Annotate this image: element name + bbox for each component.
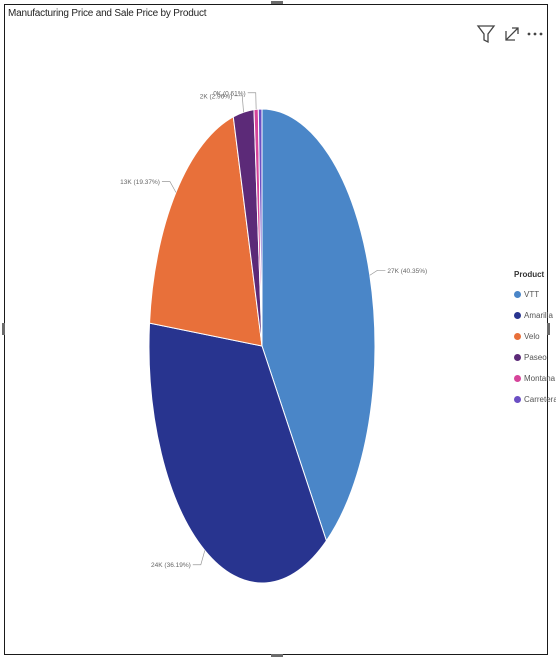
- leader-line-velo: [161, 181, 177, 193]
- legend: Product VTT Amarilla Velo Paseo Montana Carre…: [514, 270, 556, 410]
- legend-item-vtt[interactable]: VTT: [514, 284, 556, 305]
- legend-item-carretera[interactable]: Carretera: [514, 389, 556, 410]
- legend-label: Montana: [524, 374, 556, 383]
- visual-frame: Manufacturing Price and Sale Price by Pr…: [4, 4, 556, 655]
- data-label-montana: 0K (0.61%): [213, 90, 246, 97]
- pie-chart: 27K (40.35%) 24K (36.19%) 13K (19.37%) 2K (…: [120, 90, 427, 584]
- legend-swatch: [514, 396, 521, 403]
- legend-label: Carretera: [524, 395, 556, 404]
- data-label-vtt: 27K (40.35%): [387, 268, 427, 275]
- pie-slice-amarilla[interactable]: [148, 322, 327, 584]
- data-label-velo: 13K (19.37%): [120, 179, 160, 186]
- legend-label: VTT: [524, 290, 540, 299]
- legend-swatch: [514, 375, 521, 382]
- leader-line-amarilla: [192, 550, 206, 566]
- pie-slice-vtt[interactable]: [261, 108, 376, 542]
- leader-line-montana: [247, 92, 257, 110]
- legend-label: Paseo: [524, 353, 547, 362]
- resize-handle-right[interactable]: [547, 323, 550, 335]
- leader-line-vtt: [369, 269, 386, 276]
- resize-handle-bottom[interactable]: [271, 654, 283, 657]
- resize-handle-left[interactable]: [2, 323, 5, 335]
- pie-slice-velo[interactable]: [149, 115, 263, 347]
- focus-mode-icon[interactable]: [501, 23, 523, 45]
- legend-swatch: [514, 354, 521, 361]
- legend-label: Amarilla: [524, 311, 553, 320]
- filter-icon[interactable]: [475, 23, 497, 45]
- legend-swatch: [514, 333, 521, 340]
- legend-swatch: [514, 312, 521, 319]
- legend-title: Product: [514, 270, 545, 279]
- legend-item-velo[interactable]: Velo: [514, 326, 556, 347]
- more-options-icon[interactable]: [524, 23, 546, 45]
- pie-slice-carretera[interactable]: [257, 108, 263, 347]
- legend-label: Velo: [524, 332, 540, 341]
- chart-title: Manufacturing Price and Sale Price by Pr…: [8, 8, 207, 19]
- legend-swatch: [514, 291, 521, 298]
- resize-handle-top[interactable]: [271, 1, 283, 4]
- leader-line-paseo: [234, 95, 244, 113]
- legend-item-amarilla[interactable]: Amarilla: [514, 305, 556, 326]
- data-label-paseo: 2K (2.96%): [200, 93, 233, 100]
- legend-item-montana[interactable]: Montana: [514, 368, 556, 389]
- data-label-amarilla: 24K (36.19%): [151, 562, 191, 569]
- legend-item-paseo[interactable]: Paseo: [514, 347, 556, 368]
